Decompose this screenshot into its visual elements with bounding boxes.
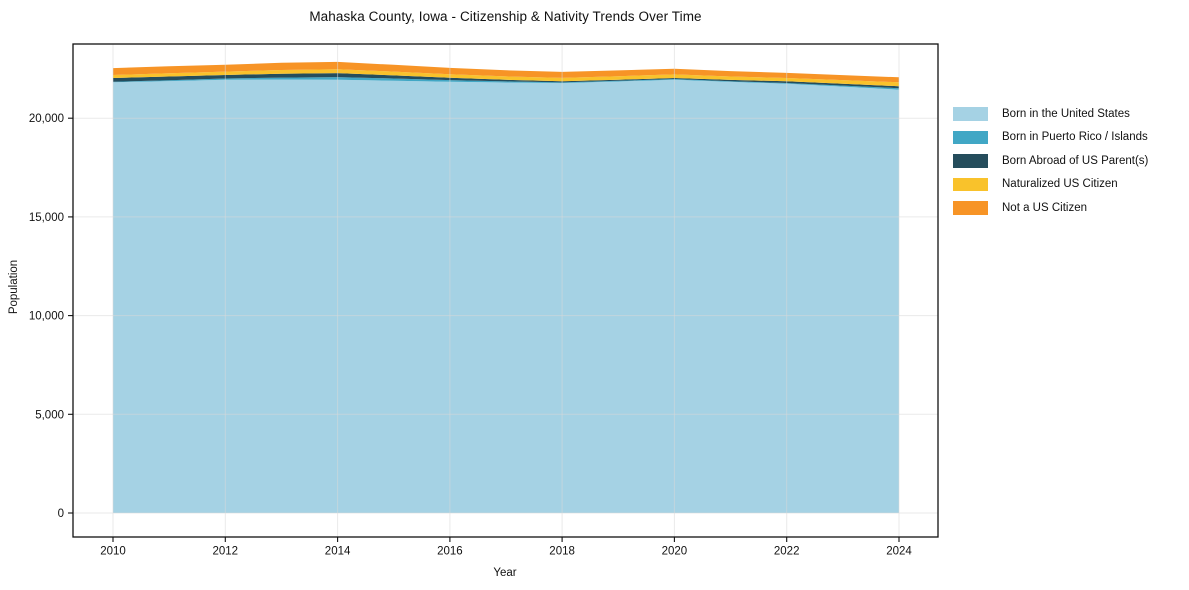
legend-item-naturalized: Naturalized US Citizen: [953, 177, 1148, 191]
y-tick-label: 0: [58, 508, 64, 520]
legend-label-born-us: Born in the United States: [1002, 107, 1130, 120]
x-tick-label: 2018: [549, 546, 575, 558]
legend-swatch-not-citizen: [953, 201, 988, 215]
legend-item-puerto-rico: Born in Puerto Rico / Islands: [953, 130, 1148, 144]
y-tick-label: 20,000: [29, 113, 64, 125]
x-tick-label: 2010: [100, 546, 126, 558]
legend-label-puerto-rico: Born in Puerto Rico / Islands: [1002, 131, 1148, 144]
x-tick-label: 2016: [437, 546, 463, 558]
legend-swatch-born-abroad: [953, 154, 988, 168]
legend-item-born-abroad: Born Abroad of US Parent(s): [953, 154, 1148, 168]
legend: Born in the United States Born in Puerto…: [953, 107, 1148, 225]
x-tick-label: 2020: [662, 546, 688, 558]
y-tick-label: 15,000: [29, 212, 64, 224]
legend-label-born-abroad: Born Abroad of US Parent(s): [1002, 154, 1149, 167]
x-axis-label: Year: [493, 567, 517, 579]
legend-swatch-born-us: [953, 107, 988, 121]
y-tick-label: 5,000: [35, 409, 64, 421]
x-tick-label: 2014: [325, 546, 351, 558]
legend-swatch-naturalized: [953, 177, 988, 191]
y-axis-label: Population: [8, 259, 20, 315]
legend-swatch-puerto-rico: [953, 130, 988, 144]
plot-frame: [72, 43, 939, 538]
legend-item-not-citizen: Not a US Citizen: [953, 201, 1148, 215]
x-tick-label: 2022: [774, 546, 800, 558]
area-not-a-us-citizen: [113, 61, 899, 83]
legend-label-naturalized: Naturalized US Citizen: [1002, 178, 1118, 191]
area-born-in-the-united-states: [113, 79, 899, 513]
y-tick-label: 10,000: [29, 311, 64, 323]
x-tick-label: 2024: [886, 546, 912, 558]
chart-title: Mahaska County, Iowa - Citizenship & Nat…: [309, 9, 702, 24]
area-naturalized-us-citizen: [113, 69, 899, 87]
area-born-abroad-of-us-parent-s: [113, 73, 899, 89]
legend-label-not-citizen: Not a US Citizen: [1002, 201, 1088, 214]
area-born-in-puerto-rico-islands: [113, 77, 899, 90]
x-tick-label: 2012: [213, 546, 239, 558]
legend-item-born-us: Born in the United States: [953, 107, 1148, 121]
